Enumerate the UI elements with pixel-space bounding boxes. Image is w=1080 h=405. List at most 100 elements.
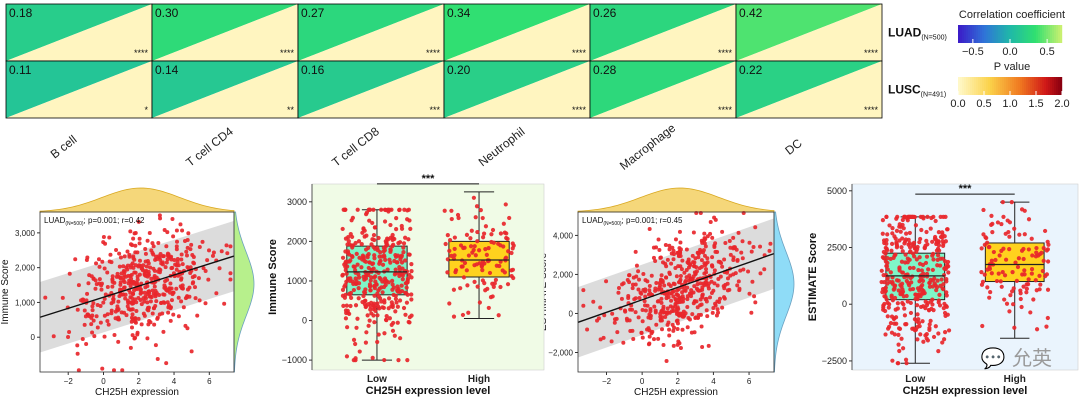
jitter-point (399, 283, 404, 288)
heatmap-cell-pvalue (736, 4, 882, 61)
jitter-point (1000, 200, 1005, 205)
jitter-point (340, 272, 345, 277)
jitter-point (902, 313, 908, 318)
legend-correlation-swatch (1040, 25, 1043, 43)
jitter-point (999, 284, 1004, 289)
scatter-point (717, 296, 722, 301)
jitter-point (480, 262, 485, 267)
scatter-point (207, 248, 212, 253)
scatter-point (130, 317, 135, 322)
jitter-point (944, 293, 949, 298)
y-tick-label: 1000 (287, 276, 307, 286)
scatter-point (66, 334, 71, 339)
jitter-point (475, 284, 480, 289)
jitter-point (362, 290, 368, 295)
jitter-point (372, 253, 377, 258)
jitter-point (400, 273, 405, 278)
scatter-point (720, 229, 725, 234)
scatter-point (91, 318, 96, 323)
scatter-point (701, 248, 706, 253)
jitter-point (989, 222, 994, 227)
jitter-point (384, 314, 389, 319)
scatter-point (749, 249, 754, 254)
jitter-point (372, 237, 377, 243)
jitter-point (883, 288, 888, 294)
jitter-point (459, 264, 464, 269)
scatter-point (172, 258, 177, 263)
jitter-point (920, 278, 926, 283)
scatter-point (156, 240, 161, 245)
scatter-point (767, 248, 772, 253)
heatmap-cell-stars: ** (287, 105, 295, 115)
scatter-point (153, 343, 158, 348)
jitter-point (929, 306, 934, 311)
jitter-point (936, 300, 941, 305)
jitter-point (930, 302, 935, 307)
jitter-point (883, 308, 888, 314)
jitter-point (345, 250, 351, 256)
scatter-point (157, 267, 162, 272)
jitter-point (915, 312, 920, 317)
jitter-point (406, 237, 411, 242)
jitter-point (913, 292, 918, 297)
scatter-point (715, 283, 720, 288)
jitter-point (922, 245, 927, 251)
jitter-point (890, 231, 895, 236)
scatter-point (713, 303, 718, 308)
scatter-point (143, 251, 148, 256)
jitter-point (477, 248, 482, 253)
scatter-point (137, 272, 142, 277)
scatter-point (150, 288, 155, 293)
scatter-point (706, 283, 711, 288)
legend-correlation-swatch (1054, 25, 1057, 43)
scatter-point (671, 257, 676, 262)
jitter-point (903, 239, 908, 244)
jitter-point (509, 250, 514, 256)
heatmap-column-label: B cell (48, 132, 80, 161)
x-tick-label: −2 (602, 377, 612, 386)
legend-correlation-swatch (996, 25, 999, 43)
heatmap-cell-value: 0.28 (593, 63, 617, 77)
jitter-point (943, 214, 948, 219)
jitter-point (355, 207, 360, 212)
jitter-point (897, 265, 902, 270)
y-tick-label: 2500 (827, 243, 847, 253)
jitter-point (932, 276, 937, 281)
scatter-point (740, 239, 745, 244)
scatter-point (630, 328, 635, 333)
scatter-point (661, 310, 666, 315)
jitter-point (362, 228, 367, 233)
scatter-point (148, 294, 153, 299)
scatter-point (637, 296, 642, 301)
scatter-point (585, 327, 590, 332)
scatter-point (185, 287, 190, 292)
jitter-point (945, 262, 950, 267)
scatter-point (669, 261, 674, 266)
jitter-point (344, 354, 350, 359)
jitter-point (1045, 315, 1050, 321)
jitter-point (881, 305, 886, 310)
jitter-point (357, 349, 362, 354)
jitter-point (372, 256, 377, 261)
jitter-point (920, 214, 926, 219)
jitter-point (1010, 289, 1015, 294)
jitter-point (915, 247, 920, 252)
plot-frame (577, 211, 775, 373)
legend-pvalue-swatch (964, 77, 967, 95)
scatter-point (138, 298, 143, 303)
scatter-point (125, 263, 130, 268)
legend-pvalue-swatch (996, 77, 999, 95)
scatter-point (653, 286, 658, 291)
scatter-point (120, 368, 125, 373)
heatmap-cell-pvalue (736, 61, 882, 118)
jitter-point (502, 270, 507, 275)
scatter-point (137, 236, 142, 241)
x-axis-label: CH25H expression level (903, 385, 1028, 397)
jitter-point (396, 240, 401, 246)
scatter-point (734, 247, 739, 252)
scatter-point (150, 311, 155, 316)
jitter-point (399, 260, 405, 265)
scatter-point (94, 261, 99, 266)
jitter-point (944, 277, 949, 282)
scatter-point (648, 313, 653, 318)
